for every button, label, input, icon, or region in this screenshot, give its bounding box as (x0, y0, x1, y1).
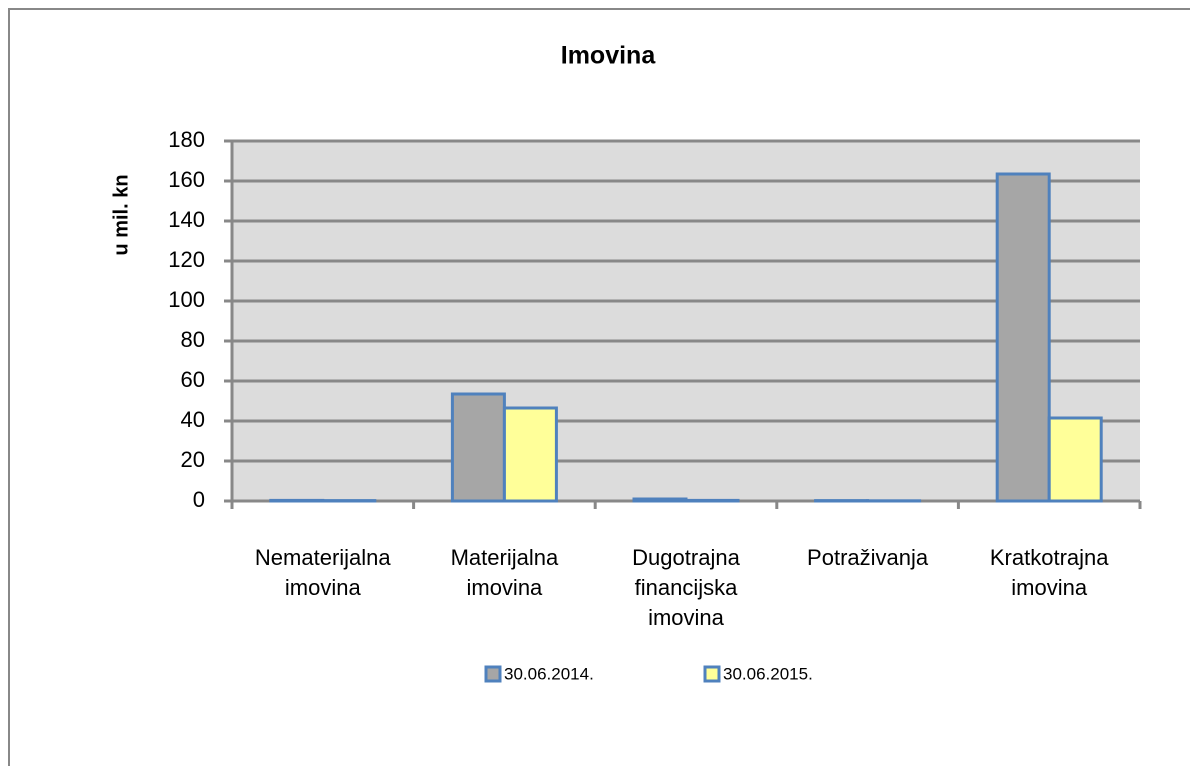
y-tick-label: 60 (181, 367, 205, 392)
y-tick-label: 140 (168, 207, 205, 232)
plot-area (232, 141, 1140, 501)
y-tick-label: 180 (168, 127, 205, 152)
legend-label: 30.06.2015. (723, 664, 813, 683)
x-tick-label: Potraživanja (807, 545, 929, 570)
bar (269, 498, 325, 503)
y-axis-label: u mil. kn (110, 174, 132, 255)
bar (1047, 416, 1103, 503)
bar (502, 406, 558, 503)
legend-swatch (484, 665, 502, 683)
x-tick-label: Dugotrajna financijska imovina (632, 545, 740, 630)
x-tick-label: Materijalna imovina (450, 545, 559, 600)
y-tick-label: 80 (181, 327, 205, 352)
chart-title: Imovina (561, 42, 657, 70)
bar (632, 497, 688, 503)
chart-frame (8, 8, 1190, 766)
y-tick-label: 20 (181, 447, 205, 472)
y-tick-label: 160 (168, 167, 205, 192)
x-tick-label: Kratkotrajna imovina (989, 545, 1109, 600)
x-tick-label: Nematerijalna imovina (254, 545, 391, 600)
legend-label: 30.06.2014. (504, 664, 594, 683)
bar (995, 172, 1051, 503)
y-tick-label: 120 (168, 247, 205, 272)
y-tick-label: 40 (181, 407, 205, 432)
y-tick-label: 100 (168, 287, 205, 312)
y-tick-label: 0 (193, 487, 205, 512)
bar (684, 498, 740, 503)
legend-swatch (703, 665, 721, 683)
bar (450, 392, 506, 503)
